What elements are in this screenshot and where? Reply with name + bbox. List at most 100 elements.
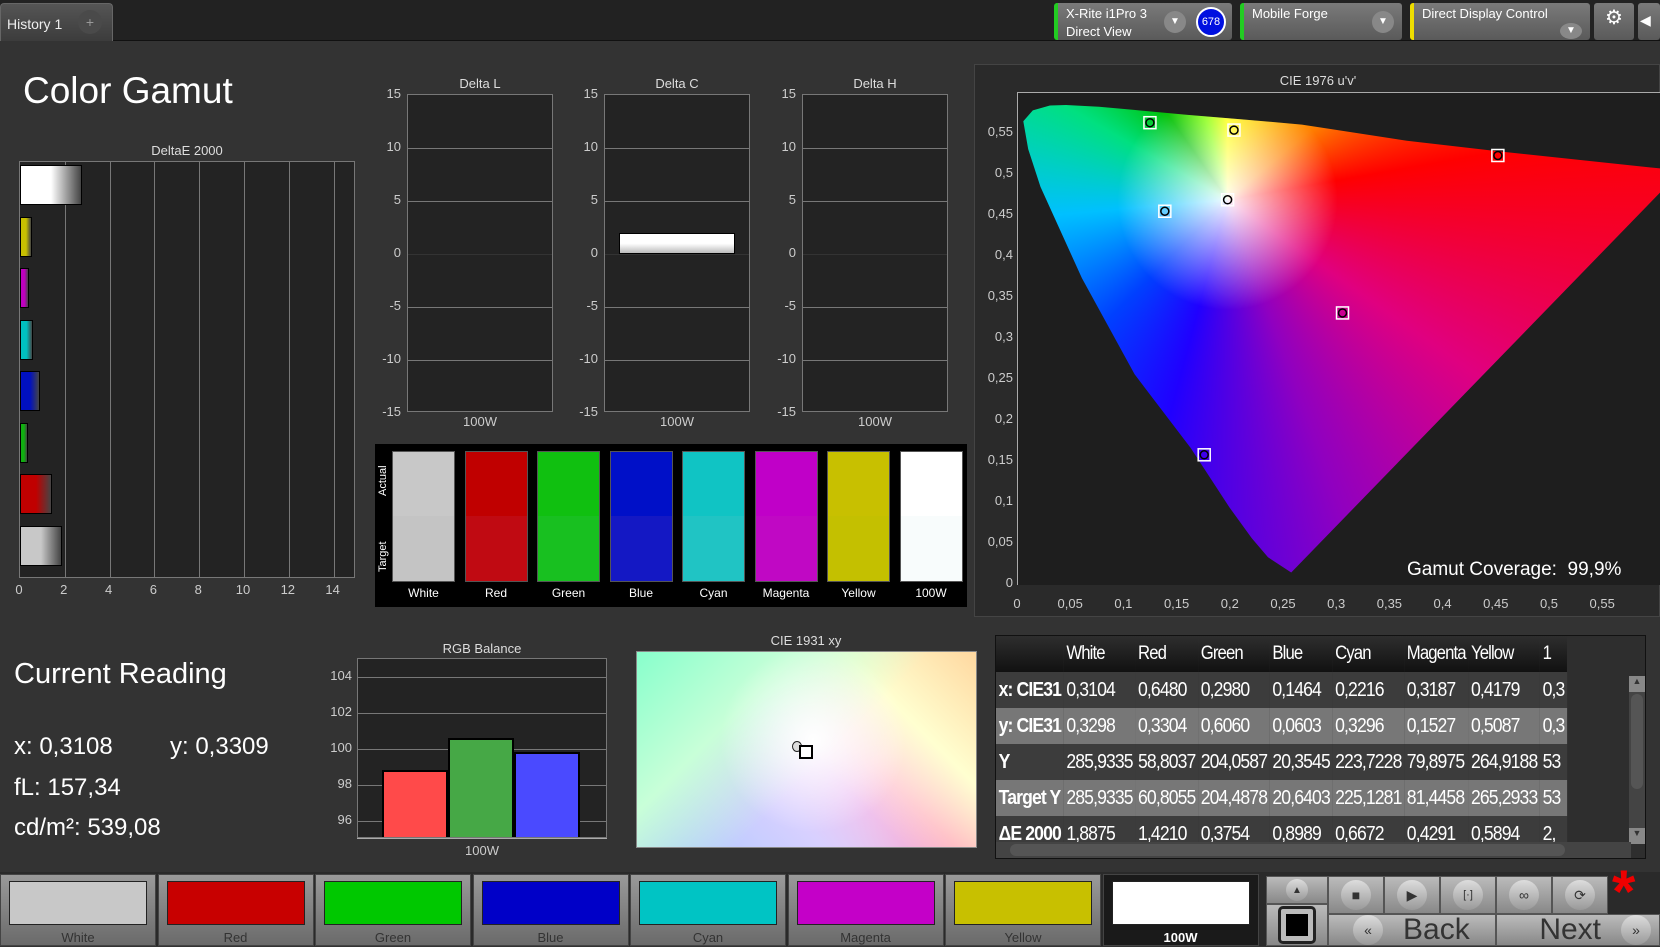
table-row: x: CIE31 0,3104 0,6480 0,2980 0,1464 0,2216 0,… xyxy=(996,672,1568,708)
delta-y-tick: 15 xyxy=(781,86,796,101)
deltae-chart xyxy=(19,161,355,578)
table-cell: 20,6403 xyxy=(1272,786,1330,809)
swatch-actual-blue xyxy=(609,451,673,517)
table-cell: 79,8975 xyxy=(1406,750,1465,773)
cie1976-y-tick: 0 xyxy=(1005,575,1013,590)
scrollbar-thumb[interactable] xyxy=(1010,844,1565,856)
table-header: 1 xyxy=(1542,643,1552,664)
patch-button-100w[interactable]: 100W xyxy=(1102,874,1259,946)
gamut-coverage: Gamut Coverage: 99,9% xyxy=(1399,554,1660,585)
patch-button-blue[interactable]: Blue xyxy=(472,874,629,946)
table-cell: 264,9188 xyxy=(1470,750,1538,773)
stop-measure-button[interactable] xyxy=(1266,904,1328,946)
measured-point-white xyxy=(1222,195,1233,205)
scrollbar-thumb[interactable] xyxy=(1631,694,1643,789)
table-cell: ΔE 2000 xyxy=(998,822,1062,843)
rgb-y-tick: 104 xyxy=(330,668,352,683)
table-header: Yellow xyxy=(1470,643,1514,664)
delta-gridline xyxy=(803,254,947,255)
table-cell: 1,8875 xyxy=(1066,822,1115,843)
scroll-down-icon[interactable]: ▼ xyxy=(1629,828,1645,844)
rgb-bar-r xyxy=(382,770,448,837)
chevron-down-icon[interactable]: ▼ xyxy=(1372,11,1394,33)
patch-button-yellow[interactable]: Yellow xyxy=(945,874,1101,946)
chevron-down-icon[interactable]: ▼ xyxy=(1164,11,1186,33)
source-selector[interactable]: Mobile Forge ▼ xyxy=(1240,3,1402,40)
patch-button-magenta[interactable]: Magenta xyxy=(787,874,944,946)
cie1976-x-tick: 0,15 xyxy=(1163,596,1190,611)
target-point-green xyxy=(1143,115,1157,130)
rgb-balance-title: RGB Balance xyxy=(442,641,522,656)
patch-color xyxy=(324,881,462,925)
measured-point-red xyxy=(1493,150,1503,161)
play-button[interactable]: ▶ xyxy=(1384,876,1440,914)
back-button[interactable]: « Back xyxy=(1328,913,1496,946)
delta-chart xyxy=(802,94,948,412)
table-cell: 0,4291 xyxy=(1406,822,1456,843)
delta-gridline xyxy=(803,360,947,361)
cie1976-x-tick: 0,2 xyxy=(1220,596,1239,611)
table-header xyxy=(996,636,1064,672)
table-cell: 81,4458 xyxy=(1406,786,1465,809)
stop-button[interactable]: ■ xyxy=(1328,876,1384,914)
patch-button-green[interactable]: Green xyxy=(315,874,471,946)
scroll-up-icon[interactable]: ▲ xyxy=(1629,676,1645,692)
swatch-label: Yellow xyxy=(841,586,876,600)
meter-selector[interactable]: X-Rite i1Pro 3 Direct View ▼ 678 xyxy=(1054,3,1232,40)
delta-chart xyxy=(407,94,553,412)
delta-y-tick: 10 xyxy=(386,139,401,154)
collapse-panel-button[interactable]: ◀ xyxy=(1638,3,1660,40)
table-cell: 0,5087 xyxy=(1470,714,1520,737)
swatch-actual-white xyxy=(392,451,455,517)
table-cell: 0,3298 xyxy=(1066,714,1115,737)
swatch-actual-cyan xyxy=(682,451,745,517)
table-cell: 53 xyxy=(1542,750,1562,773)
measured-point-green xyxy=(1145,117,1155,128)
display-selector[interactable]: Direct Display Control ▼ xyxy=(1410,3,1590,40)
patch-button-red[interactable]: Red xyxy=(157,874,314,946)
swatch-target-magenta xyxy=(754,516,818,582)
swatch-actual-red xyxy=(464,451,528,517)
measured-point-blue xyxy=(1199,450,1209,460)
gear-icon[interactable]: ⚙ xyxy=(1594,3,1634,40)
delta-gridline xyxy=(408,307,552,308)
refresh-button[interactable]: ⟳ xyxy=(1552,876,1608,914)
cie1976-x-tick: 0,55 xyxy=(1589,596,1615,611)
horizontal-scrollbar[interactable] xyxy=(996,842,1631,858)
next-button[interactable]: Next » xyxy=(1496,913,1660,946)
add-tab-button[interactable]: + xyxy=(78,10,102,34)
swatch-target-cyan xyxy=(682,516,745,582)
deltae-x-tick: 8 xyxy=(194,582,202,597)
loop-button[interactable]: ∞ xyxy=(1496,876,1552,914)
table-cell: 0,4179 xyxy=(1470,678,1520,701)
swatch-label: Red xyxy=(484,586,507,600)
table-cell: 225,1281 xyxy=(1335,786,1402,809)
chevron-down-icon[interactable]: ▼ xyxy=(1560,23,1582,39)
cie1976-y-tick: 0,5 xyxy=(994,165,1013,180)
patch-color xyxy=(166,881,305,925)
source-name: Mobile Forge xyxy=(1252,6,1328,21)
deltae-gridline xyxy=(109,162,111,577)
table-cell: 1,4210 xyxy=(1137,822,1187,843)
asterisk-icon[interactable]: * xyxy=(1612,858,1636,925)
deltae-bar-white xyxy=(20,525,63,566)
table-row: Target Y 285,9335 60,8055 204,4878 20,6403 22… xyxy=(996,780,1568,816)
table-cell: 0,5894 xyxy=(1470,822,1520,843)
patch-button-cyan[interactable]: Cyan xyxy=(630,874,786,946)
target-point-blue xyxy=(1197,448,1211,462)
gamut-coverage-label: Gamut Coverage: xyxy=(1407,559,1557,580)
deltae-x-tick: 6 xyxy=(149,582,157,597)
tab-label: History 1 xyxy=(7,16,63,32)
scroll-up-button[interactable]: ▲ xyxy=(1266,876,1328,904)
delta-gridline xyxy=(803,148,947,149)
delta-y-tick: 15 xyxy=(386,86,401,101)
patch-label: White xyxy=(61,930,95,945)
cie1931-plot xyxy=(636,651,977,848)
delta-gridline xyxy=(605,201,749,202)
swatch-actual-magenta xyxy=(754,451,818,517)
vertical-scrollbar[interactable]: ▲ ▼ xyxy=(1629,676,1645,844)
target-point-yellow xyxy=(1227,123,1241,137)
table-header: Green xyxy=(1200,643,1244,664)
measure-button[interactable]: [·] xyxy=(1440,876,1496,914)
patch-button-white[interactable]: White xyxy=(0,874,156,946)
